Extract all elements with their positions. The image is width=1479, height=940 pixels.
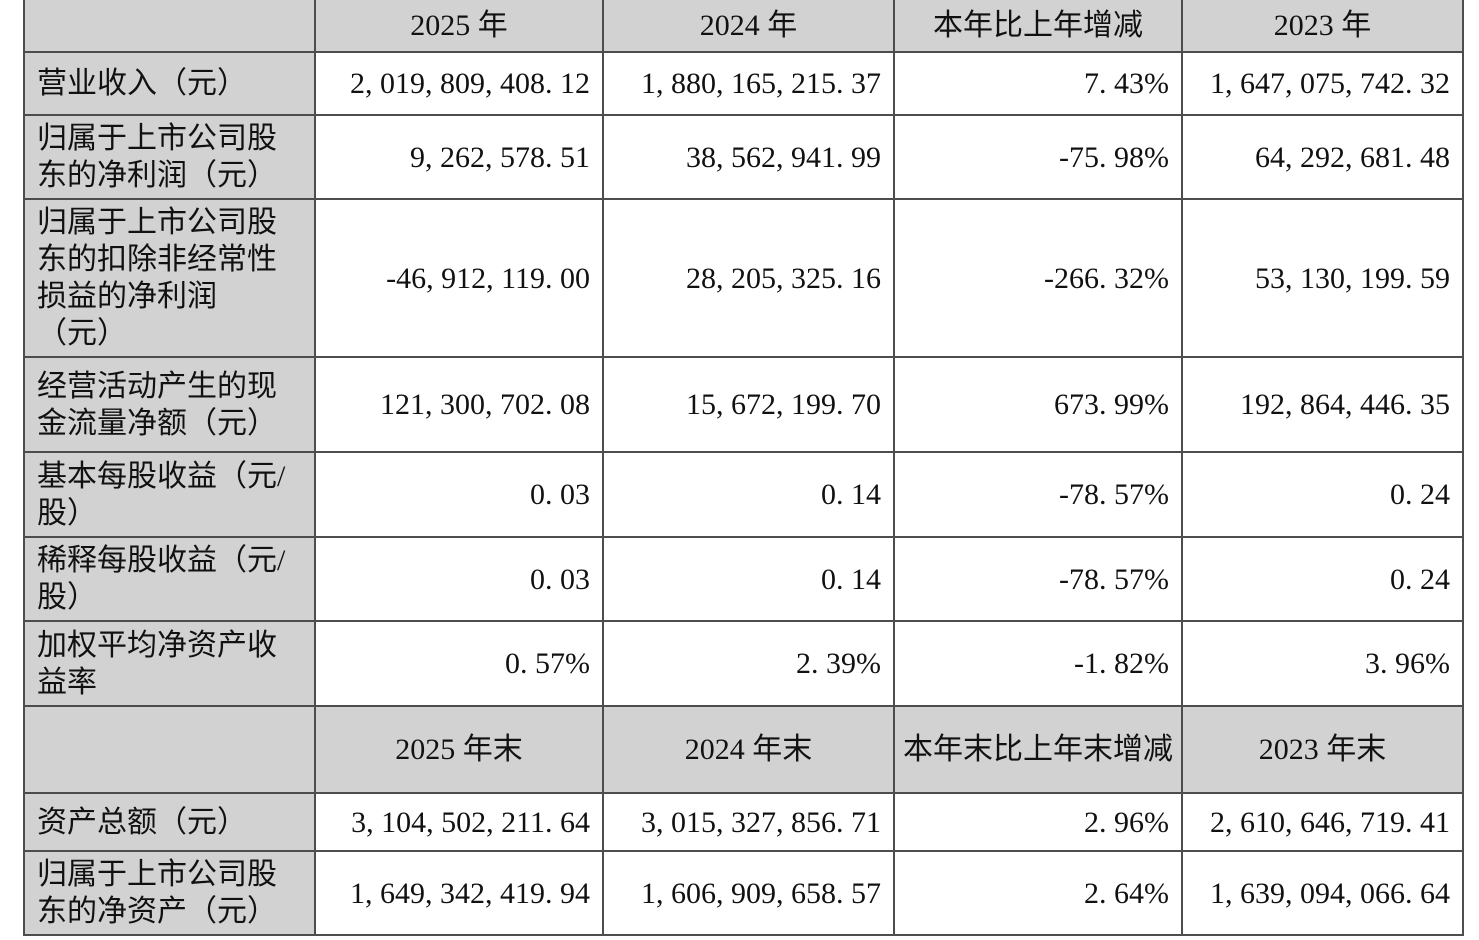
header-cell-2025-end: 2025 年末 bbox=[314, 705, 604, 794]
value-cell-2024: 1, 880, 165, 215. 37 bbox=[602, 51, 895, 116]
value-cell-2023: 64, 292, 681. 48 bbox=[1181, 114, 1464, 200]
header-cell-yoy-change: 本年比上年增减 bbox=[893, 0, 1183, 53]
value-cell-2025: 0. 57% bbox=[314, 620, 604, 707]
row-label-cell: 归属于上市公司股东的净利润（元） bbox=[23, 114, 316, 200]
row-label-cell: 稀释每股收益（元/股） bbox=[23, 536, 316, 622]
table-row-net-assets: 归属于上市公司股东的净资产（元） 1, 649, 342, 419. 94 1,… bbox=[23, 850, 1464, 936]
value-cell-change: 673. 99% bbox=[893, 356, 1183, 453]
table-row-weighted-avg-roe: 加权平均净资产收益率 0. 57% 2. 39% -1. 82% 3. 96% bbox=[23, 620, 1464, 707]
header-cell-2023: 2023 年 bbox=[1181, 0, 1464, 53]
value-cell-2024: 3, 015, 327, 856. 71 bbox=[602, 792, 895, 852]
header-cell-2024-end: 2024 年末 bbox=[602, 705, 895, 794]
financial-summary-table: 2025 年 2024 年 本年比上年增减 2023 年 营业收入（元） 2, … bbox=[23, 0, 1464, 936]
value-cell-2024: 15, 672, 199. 70 bbox=[602, 356, 895, 453]
value-cell-change: -1. 82% bbox=[893, 620, 1183, 707]
value-cell-change: 2. 64% bbox=[893, 850, 1183, 936]
value-cell-2025: 1, 649, 342, 419. 94 bbox=[314, 850, 604, 936]
value-cell-2024: 0. 14 bbox=[602, 536, 895, 622]
table-header-row-year-end: 2025 年末 2024 年末 本年末比上年末增减 2023 年末 bbox=[23, 705, 1464, 794]
table-row-net-profit-excl-nonrecurring: 归属于上市公司股东的扣除非经常性损益的净利润（元） -46, 912, 119.… bbox=[23, 198, 1464, 358]
value-cell-2023: 1, 639, 094, 066. 64 bbox=[1181, 850, 1464, 936]
value-cell-2025: -46, 912, 119. 00 bbox=[314, 198, 604, 358]
value-cell-2025: 0. 03 bbox=[314, 451, 604, 538]
value-cell-change: -78. 57% bbox=[893, 451, 1183, 538]
row-label-cell: 归属于上市公司股东的净资产（元） bbox=[23, 850, 316, 936]
header-cell-2023-end: 2023 年末 bbox=[1181, 705, 1464, 794]
value-cell-2024: 2. 39% bbox=[602, 620, 895, 707]
value-cell-change: -75. 98% bbox=[893, 114, 1183, 200]
row-label-cell: 营业收入（元） bbox=[23, 51, 316, 116]
table-row-diluted-eps: 稀释每股收益（元/股） 0. 03 0. 14 -78. 57% 0. 24 bbox=[23, 536, 1464, 622]
value-cell-2024: 1, 606, 909, 658. 57 bbox=[602, 850, 895, 936]
value-cell-2024: 0. 14 bbox=[602, 451, 895, 538]
value-cell-change: -78. 57% bbox=[893, 536, 1183, 622]
value-cell-2023: 2, 610, 646, 719. 41 bbox=[1181, 792, 1464, 852]
value-cell-change: 2. 96% bbox=[893, 792, 1183, 852]
value-cell-2023: 192, 864, 446. 35 bbox=[1181, 356, 1464, 453]
value-cell-2023: 0. 24 bbox=[1181, 536, 1464, 622]
header-cell-2024: 2024 年 bbox=[602, 0, 895, 53]
row-label-cell: 基本每股收益（元/股） bbox=[23, 451, 316, 538]
header-cell-year-end-change: 本年末比上年末增减 bbox=[893, 705, 1183, 794]
row-label-cell: 归属于上市公司股东的扣除非经常性损益的净利润（元） bbox=[23, 198, 316, 358]
value-cell-2024: 28, 205, 325. 16 bbox=[602, 198, 895, 358]
table-row-basic-eps: 基本每股收益（元/股） 0. 03 0. 14 -78. 57% 0. 24 bbox=[23, 451, 1464, 538]
row-label-cell: 加权平均净资产收益率 bbox=[23, 620, 316, 707]
value-cell-change: -266. 32% bbox=[893, 198, 1183, 358]
table-row-net-profit: 归属于上市公司股东的净利润（元） 9, 262, 578. 51 38, 562… bbox=[23, 114, 1464, 200]
value-cell-2025: 3, 104, 502, 211. 64 bbox=[314, 792, 604, 852]
value-cell-2023: 1, 647, 075, 742. 32 bbox=[1181, 51, 1464, 116]
value-cell-2025: 9, 262, 578. 51 bbox=[314, 114, 604, 200]
header-cell-2025: 2025 年 bbox=[314, 0, 604, 53]
value-cell-2023: 53, 130, 199. 59 bbox=[1181, 198, 1464, 358]
table-row-total-assets: 资产总额（元） 3, 104, 502, 211. 64 3, 015, 327… bbox=[23, 792, 1464, 852]
table-row-operating-cash-flow: 经营活动产生的现金流量净额（元） 121, 300, 702. 08 15, 6… bbox=[23, 356, 1464, 453]
value-cell-change: 7. 43% bbox=[893, 51, 1183, 116]
value-cell-2024: 38, 562, 941. 99 bbox=[602, 114, 895, 200]
value-cell-2025: 0. 03 bbox=[314, 536, 604, 622]
value-cell-2023: 3. 96% bbox=[1181, 620, 1464, 707]
row-label-cell: 经营活动产生的现金流量净额（元） bbox=[23, 356, 316, 453]
header-cell-empty bbox=[23, 705, 316, 794]
table-header-row-annual: 2025 年 2024 年 本年比上年增减 2023 年 bbox=[23, 0, 1464, 53]
header-cell-empty bbox=[23, 0, 316, 53]
table-row-operating-revenue: 营业收入（元） 2, 019, 809, 408. 12 1, 880, 165… bbox=[23, 51, 1464, 116]
value-cell-2025: 2, 019, 809, 408. 12 bbox=[314, 51, 604, 116]
value-cell-2025: 121, 300, 702. 08 bbox=[314, 356, 604, 453]
value-cell-2023: 0. 24 bbox=[1181, 451, 1464, 538]
row-label-cell: 资产总额（元） bbox=[23, 792, 316, 852]
